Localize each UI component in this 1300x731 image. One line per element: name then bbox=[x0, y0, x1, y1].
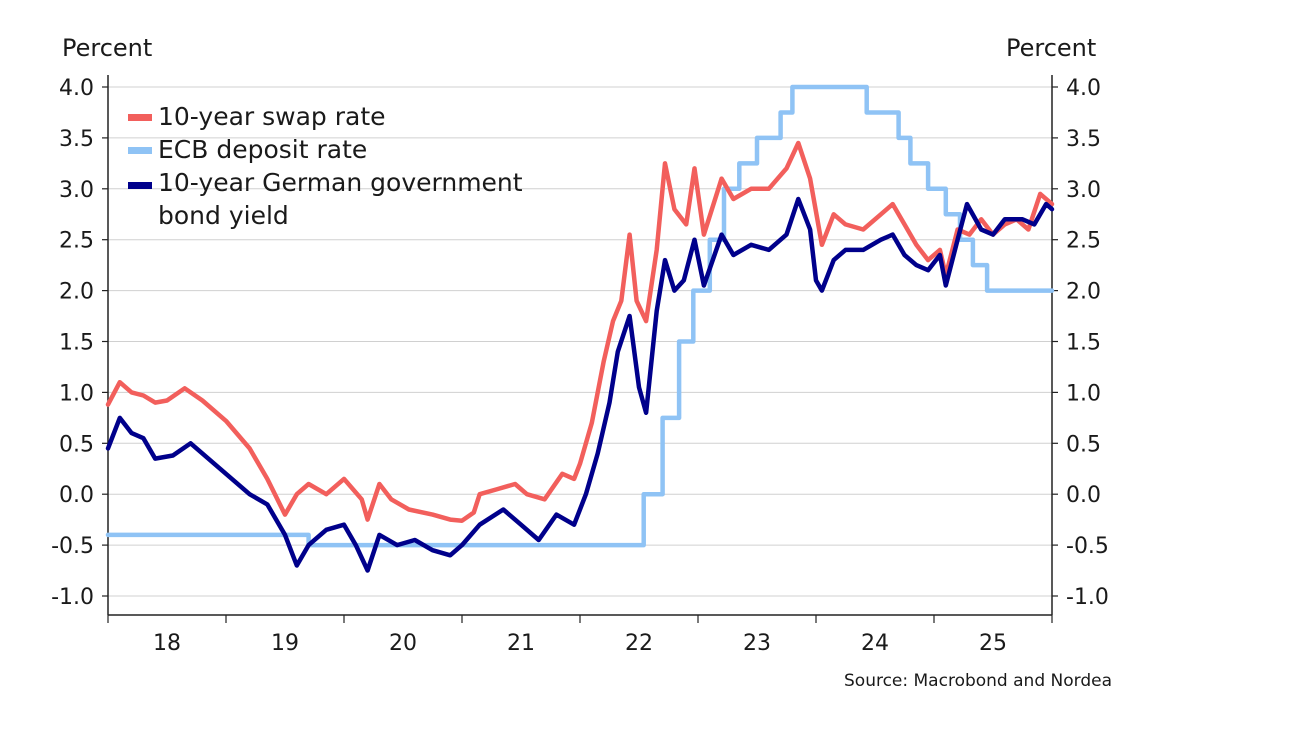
y-tick-label-right: 1.0 bbox=[1066, 381, 1101, 406]
y-tick-label-right: -0.5 bbox=[1066, 534, 1109, 559]
y-tick-label-left: 3.0 bbox=[59, 178, 94, 203]
legend-item-ecb-deposit-rate: ECB deposit rate bbox=[128, 133, 538, 166]
legend-swatch-german-bond-yield bbox=[128, 182, 152, 189]
y-tick-label-right: 1.5 bbox=[1066, 331, 1101, 356]
line-swap-rate bbox=[105, 140, 1055, 523]
x-tick-label: 24 bbox=[861, 631, 889, 656]
y-tick-label-left: 4.0 bbox=[59, 76, 94, 101]
legend-label-german-bond-yield: 10-year German government bond yield bbox=[158, 168, 523, 230]
line-ecb-deposit-rate bbox=[105, 84, 1055, 548]
x-tick-label: 21 bbox=[507, 631, 535, 656]
legend-swatch-ecb-deposit-rate bbox=[128, 147, 152, 154]
x-tick-label: 19 bbox=[271, 631, 299, 656]
y-tick-label-left: 1.0 bbox=[59, 381, 94, 406]
y-tick-label-left: -1.0 bbox=[51, 585, 94, 610]
legend: 10-year swap rate ECB deposit rate 10-ye… bbox=[128, 100, 538, 232]
y-tick-label-left: 0.5 bbox=[59, 432, 94, 457]
y-tick-label-right: 3.5 bbox=[1066, 127, 1101, 152]
right-axis-unit: Percent bbox=[1006, 34, 1097, 62]
y-tick-label-right: 2.5 bbox=[1066, 229, 1101, 254]
y-tick-label-right: 3.0 bbox=[1066, 178, 1101, 203]
y-tick-label-left: 2.0 bbox=[59, 280, 94, 305]
y-tick-label-left: 3.5 bbox=[59, 127, 94, 152]
y-tick-label-left: 1.5 bbox=[59, 331, 94, 356]
left-axis-unit: Percent bbox=[62, 34, 153, 62]
y-tick-label-right: 0.5 bbox=[1066, 432, 1101, 457]
y-tick-label-right: 2.0 bbox=[1066, 280, 1101, 305]
x-tick-label: 18 bbox=[153, 631, 181, 656]
x-tick-label: 23 bbox=[743, 631, 771, 656]
y-tick-label-right: 4.0 bbox=[1066, 76, 1101, 101]
legend-swatch-swap-rate bbox=[128, 114, 152, 121]
source-note: Source: Macrobond and Nordea bbox=[844, 671, 1112, 691]
y-tick-label-left: -0.5 bbox=[51, 534, 94, 559]
y-tick-label-left: 2.5 bbox=[59, 229, 94, 254]
legend-label-ecb-deposit-rate: ECB deposit rate bbox=[158, 135, 368, 164]
y-tick-label-right: 0.0 bbox=[1066, 483, 1101, 508]
legend-label-swap-rate: 10-year swap rate bbox=[158, 102, 386, 131]
x-tick-label: 20 bbox=[389, 631, 417, 656]
y-tick-label-left: 0.0 bbox=[59, 483, 94, 508]
x-tick-label: 25 bbox=[979, 631, 1007, 656]
line-german-bond-yield bbox=[105, 196, 1055, 573]
x-tick-label: 22 bbox=[625, 631, 653, 656]
y-tick-label-right: -1.0 bbox=[1066, 585, 1109, 610]
legend-item-swap-rate: 10-year swap rate bbox=[128, 100, 538, 133]
legend-item-german-bond-yield: 10-year German government bond yield bbox=[128, 166, 538, 232]
